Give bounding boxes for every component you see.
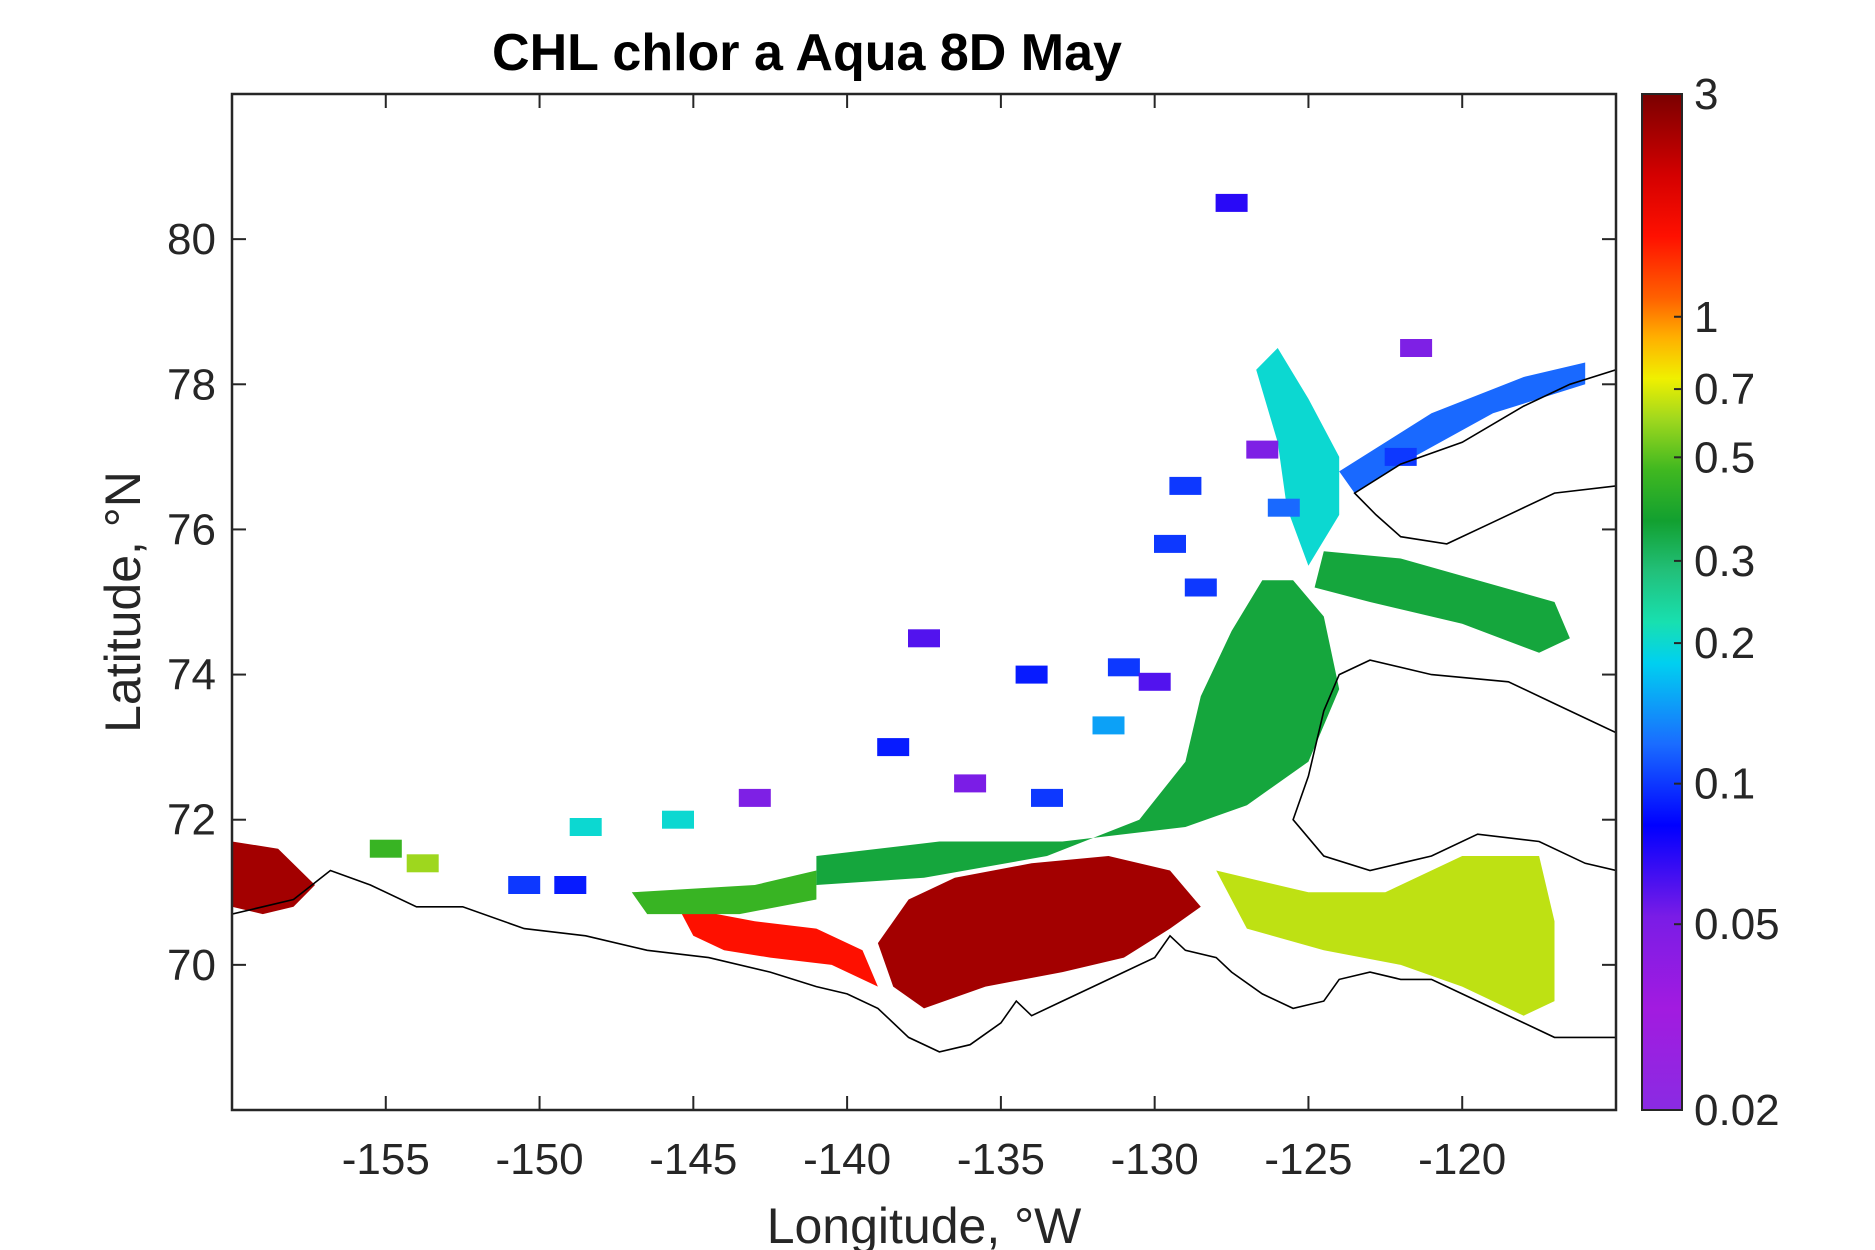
chl-patch bbox=[1169, 476, 1202, 495]
chl-region bbox=[1314, 551, 1570, 653]
chl-patch bbox=[1246, 440, 1279, 459]
y-tick-label: 74 bbox=[167, 651, 216, 700]
chl-patch bbox=[877, 738, 910, 757]
chart-title: CHL chlor a Aqua 8D May bbox=[492, 24, 1122, 82]
chl-region bbox=[1216, 856, 1555, 1016]
x-tick-label: -135 bbox=[957, 1135, 1045, 1184]
island-coastline bbox=[1292, 659, 1616, 872]
y-tick-label: 70 bbox=[167, 941, 216, 990]
chl-patch bbox=[1184, 578, 1217, 597]
colorbar-tick-label: 0.1 bbox=[1694, 760, 1755, 809]
northern-island-coastline bbox=[1353, 369, 1616, 545]
colorbar-tick-label: 0.05 bbox=[1694, 900, 1780, 949]
colorbar-tick-label: 0.3 bbox=[1694, 537, 1755, 586]
y-tick-label: 80 bbox=[167, 215, 216, 264]
chl-region bbox=[1256, 348, 1340, 566]
chl-region bbox=[631, 870, 817, 915]
x-axis-label: Longitude, °W bbox=[767, 1198, 1082, 1250]
plot-frame bbox=[230, 92, 1618, 1112]
chl-patch bbox=[569, 818, 602, 836]
chl-patch bbox=[1400, 339, 1433, 357]
x-tick-label: -140 bbox=[803, 1135, 891, 1184]
chl-region bbox=[877, 856, 1201, 1009]
chl-patch bbox=[1107, 658, 1140, 677]
chl-region bbox=[816, 580, 1340, 885]
x-tick-label: -130 bbox=[1111, 1135, 1199, 1184]
x-tick-label: -125 bbox=[1264, 1135, 1352, 1184]
chl-patch bbox=[1267, 498, 1300, 517]
colorbar-tick-label: 0.5 bbox=[1694, 433, 1755, 482]
x-tick-label: -155 bbox=[342, 1135, 430, 1184]
colorbar-tick-label: 0.2 bbox=[1694, 619, 1755, 668]
chl-patch bbox=[662, 810, 694, 829]
chl-patch bbox=[1384, 447, 1417, 466]
coastline bbox=[232, 369, 1616, 1053]
x-tick-label: -150 bbox=[496, 1135, 584, 1184]
x-axis: -155 -150 -145 -140 -135 -130 -125 -120 bbox=[342, 94, 1506, 1184]
y-tick-label: 76 bbox=[167, 505, 216, 554]
chl-patch bbox=[738, 788, 771, 807]
y-tick-label: 72 bbox=[167, 796, 216, 845]
chl-patch bbox=[1154, 534, 1186, 553]
colorbar-tick-label: 0.7 bbox=[1694, 365, 1755, 414]
y-axis: 70 72 74 76 78 80 bbox=[167, 215, 1616, 990]
x-tick-label: -145 bbox=[649, 1135, 737, 1184]
chl-patch bbox=[1092, 716, 1125, 735]
chl-patch bbox=[369, 839, 402, 858]
chl-patch bbox=[1015, 665, 1048, 684]
colorbar-tick-label: 0.02 bbox=[1694, 1086, 1780, 1135]
colorbar-tick-label: 1 bbox=[1694, 293, 1718, 342]
x-tick-label: -120 bbox=[1418, 1135, 1506, 1184]
chl-region bbox=[678, 906, 878, 987]
y-tick-label: 78 bbox=[167, 360, 216, 409]
chl-patch bbox=[554, 876, 587, 894]
chl-patch bbox=[1138, 672, 1171, 691]
chl-patch bbox=[954, 774, 987, 793]
chl-patch bbox=[406, 854, 439, 873]
chl-patch bbox=[1215, 193, 1248, 212]
chlorophyll-data-layer bbox=[232, 193, 1586, 1016]
colorbar-ticks: 0.02 0.05 0.1 0.2 0.3 0.5 0.7 1 3 bbox=[1674, 70, 1780, 1135]
chl-patch bbox=[1031, 788, 1063, 807]
chl-patch bbox=[508, 876, 541, 894]
chl-region bbox=[232, 841, 315, 915]
y-axis-label: Latitude, °N bbox=[95, 471, 151, 733]
chl-patch bbox=[908, 629, 940, 648]
mainland-coastline bbox=[232, 869, 1616, 1053]
colorbar-tick-label: 3 bbox=[1694, 70, 1718, 119]
colorbar bbox=[1641, 93, 1683, 1111]
